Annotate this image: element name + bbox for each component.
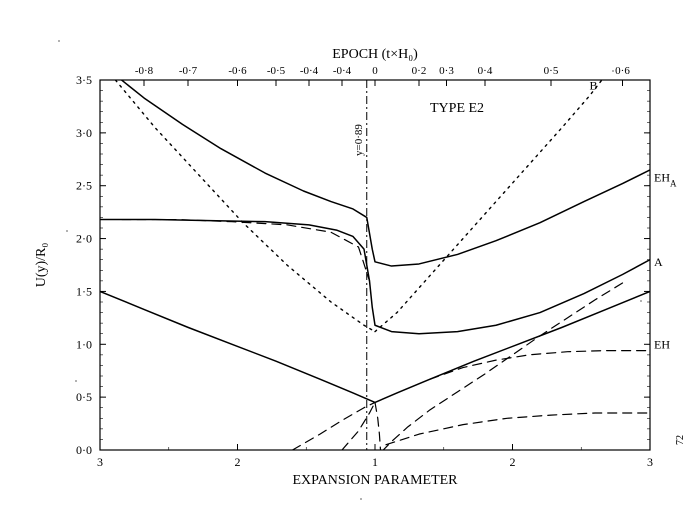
svg-text:0·2: 0·2 bbox=[412, 65, 427, 77]
svg-text:3: 3 bbox=[647, 455, 653, 469]
svg-text:-0·4: -0·4 bbox=[333, 65, 352, 77]
svg-text:0·5: 0·5 bbox=[76, 390, 92, 404]
svg-text:72: 72 bbox=[675, 435, 686, 445]
svg-text:3·5: 3·5 bbox=[76, 73, 92, 87]
svg-text:2: 2 bbox=[235, 455, 241, 469]
svg-text:EXPANSION PARAMETER: EXPANSION PARAMETER bbox=[292, 473, 458, 488]
svg-text:1·0: 1·0 bbox=[76, 337, 92, 351]
svg-text:EPOCH (t×H₀): EPOCH (t×H₀) bbox=[332, 47, 418, 62]
svg-text:3·0: 3·0 bbox=[76, 126, 92, 140]
svg-text:-0·8: -0·8 bbox=[135, 65, 154, 77]
svg-text:-0·4: -0·4 bbox=[300, 65, 319, 77]
svg-text:2·5: 2·5 bbox=[76, 179, 92, 193]
svg-text:2: 2 bbox=[510, 455, 516, 469]
figure-page: 0·0 0·5 1·0 1·5 2·0 2·5 3·0 3·5 U(y)/R₀ 3 2 1 2 3 EXPA… bbox=[0, 0, 697, 513]
svg-text:EH: EH bbox=[654, 337, 670, 351]
svg-text:0·6: 0·6 bbox=[615, 65, 630, 77]
svg-text:1: 1 bbox=[372, 455, 378, 469]
svg-text:3: 3 bbox=[97, 455, 103, 469]
svg-text:-0·7: -0·7 bbox=[179, 65, 198, 77]
svg-text:0·3: 0·3 bbox=[439, 65, 454, 77]
svg-text:0·5: 0·5 bbox=[544, 65, 559, 77]
svg-text:y=0·89: y=0·89 bbox=[353, 124, 365, 156]
chart-svg: 0·0 0·5 1·0 1·5 2·0 2·5 3·0 3·5 U(y)/R₀ 3 2 1 2 3 EXPA… bbox=[0, 0, 697, 513]
svg-text:1·5: 1·5 bbox=[76, 284, 92, 298]
svg-text:U(y)/R₀: U(y)/R₀ bbox=[34, 243, 49, 288]
svg-text:TYPE E2: TYPE E2 bbox=[430, 101, 484, 116]
svg-text:0: 0 bbox=[372, 65, 378, 77]
svg-text:-0·6: -0·6 bbox=[228, 65, 247, 77]
svg-text:B: B bbox=[590, 78, 598, 92]
svg-text:-0·5: -0·5 bbox=[267, 65, 286, 77]
svg-text:0·4: 0·4 bbox=[478, 65, 493, 77]
svg-text:A: A bbox=[654, 255, 663, 269]
svg-text:0·0: 0·0 bbox=[76, 443, 92, 457]
svg-text:2·0: 2·0 bbox=[76, 232, 92, 246]
